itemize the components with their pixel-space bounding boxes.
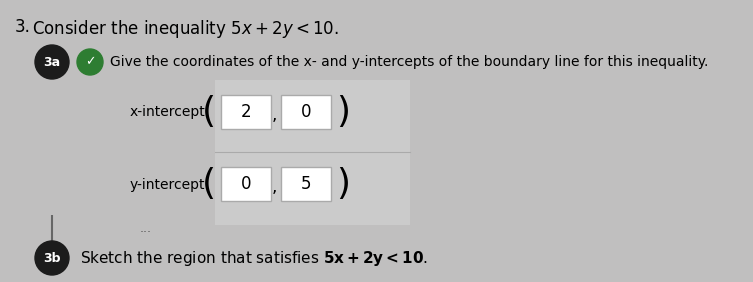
FancyBboxPatch shape: [215, 80, 410, 225]
Text: Sketch the region that satisfies $\mathbf{5x + 2y < 10}$.: Sketch the region that satisfies $\mathb…: [80, 248, 428, 268]
FancyBboxPatch shape: [221, 167, 271, 201]
Text: ): ): [336, 95, 350, 129]
Text: y-intercept: y-intercept: [130, 178, 205, 192]
Text: 5: 5: [300, 175, 311, 193]
Text: Give the coordinates of the x- and y-intercepts of the boundary line for this in: Give the coordinates of the x- and y-int…: [110, 55, 709, 69]
Text: ,: ,: [271, 106, 276, 124]
Text: 0: 0: [300, 103, 311, 121]
Text: Consider the inequality $5x + 2y < 10$.: Consider the inequality $5x + 2y < 10$.: [32, 18, 339, 40]
Circle shape: [77, 49, 103, 75]
Text: 3b: 3b: [43, 252, 61, 265]
Text: x-intercept: x-intercept: [130, 105, 205, 119]
Text: 2: 2: [241, 103, 252, 121]
FancyBboxPatch shape: [281, 95, 331, 129]
FancyBboxPatch shape: [281, 167, 331, 201]
Circle shape: [35, 45, 69, 79]
FancyBboxPatch shape: [221, 95, 271, 129]
Text: ...: ...: [140, 221, 152, 235]
Text: ): ): [336, 167, 350, 201]
Text: ,: ,: [271, 178, 276, 196]
Text: (: (: [202, 167, 216, 201]
Circle shape: [35, 241, 69, 275]
Text: (: (: [202, 95, 216, 129]
Text: 3.: 3.: [15, 18, 31, 36]
Text: 3a: 3a: [44, 56, 60, 69]
Text: ✓: ✓: [85, 56, 95, 69]
Text: 0: 0: [241, 175, 252, 193]
